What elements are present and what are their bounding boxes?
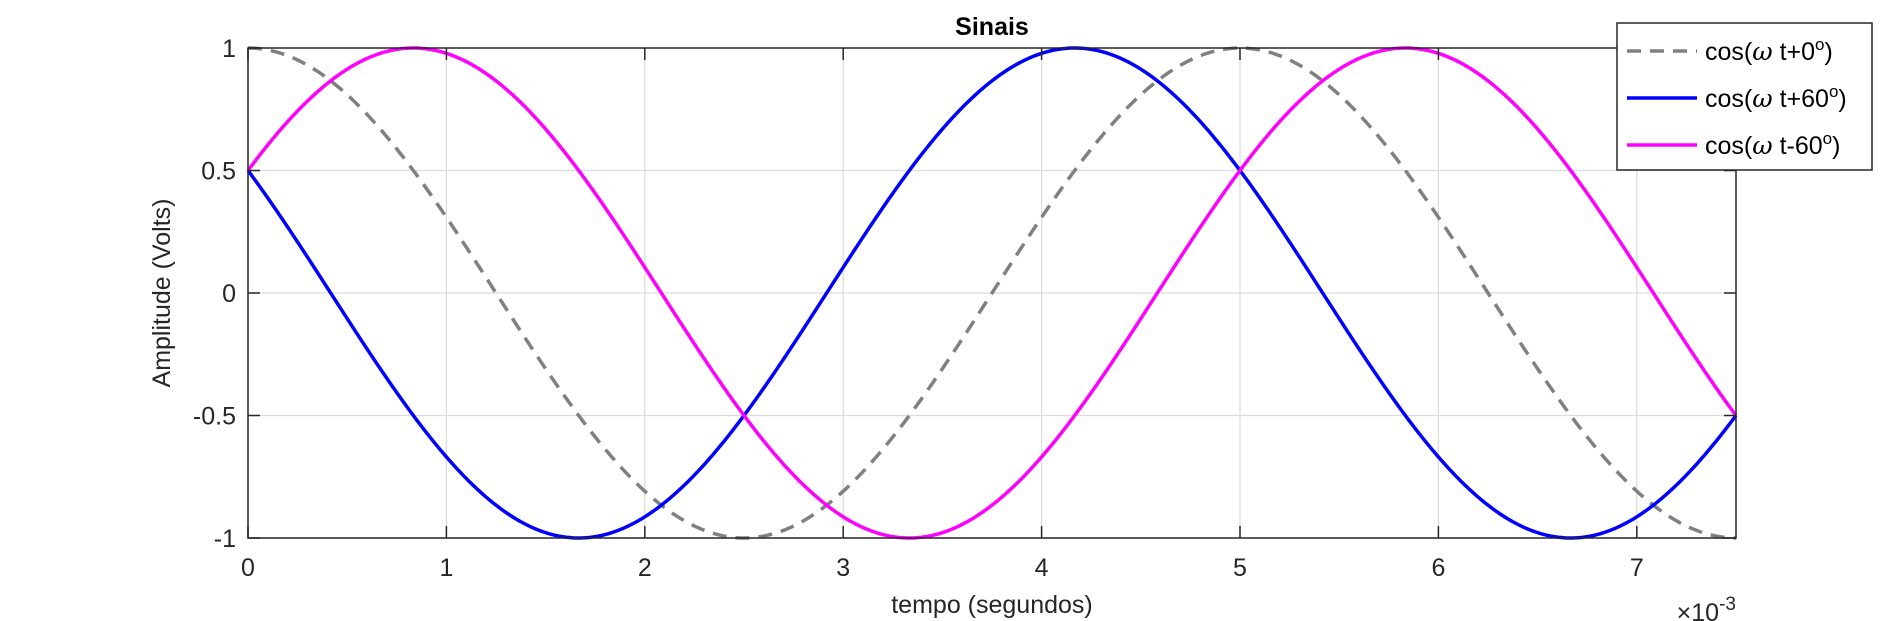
x-tick-label: 3 xyxy=(836,554,850,582)
y-tick-label: 0 xyxy=(222,280,236,308)
x-tick-label: 6 xyxy=(1431,554,1445,582)
legend-label-1: cos(ω t+0o) xyxy=(1705,35,1833,66)
legend-label-2: cos(ω t+60o) xyxy=(1705,82,1847,113)
x-exponent-base: ×10 xyxy=(1677,599,1719,621)
x-tick-label: 0 xyxy=(241,554,255,582)
x-exponent-label: ×10-3 xyxy=(1677,594,1736,621)
series-line-1 xyxy=(247,46,1737,540)
y-tick-label: -1 xyxy=(214,525,236,553)
series-line-2 xyxy=(246,46,1738,540)
y-tick-label: -0.5 xyxy=(193,403,236,431)
legend-label-3: cos(ω t-60o) xyxy=(1705,129,1840,160)
x-tick-label: 7 xyxy=(1630,554,1644,582)
x-tick-label: 4 xyxy=(1035,554,1049,582)
series-lines xyxy=(246,46,1738,540)
y-tick-label: 0.5 xyxy=(201,158,236,186)
y-axis-label: Amplitude (Volts) xyxy=(148,199,176,388)
series-line-3 xyxy=(246,46,1738,540)
axis-ticks: 0 1 2 3 4 5 6 7 1 0.5 0 -0.5 -1 xyxy=(193,35,1736,582)
x-exponent-power: -3 xyxy=(1719,594,1736,615)
x-tick-label: 1 xyxy=(439,554,453,582)
y-tick-label: 1 xyxy=(222,35,236,63)
chart-title: Sinais xyxy=(955,13,1029,41)
x-tick-label: 2 xyxy=(638,554,652,582)
legend: cos(ω t+0o) cos(ω t+60o) cos(ω t-60o) xyxy=(1616,22,1873,171)
x-tick-label: 5 xyxy=(1233,554,1247,582)
x-axis-label: tempo (segundos) xyxy=(891,591,1093,619)
